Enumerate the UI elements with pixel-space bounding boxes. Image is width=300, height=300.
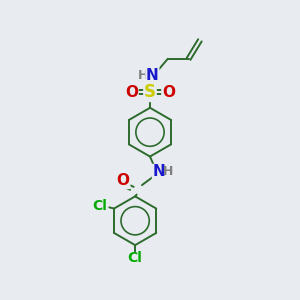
Text: Cl: Cl [128,251,142,266]
Text: H: H [138,69,148,82]
Text: S: S [144,83,156,101]
Text: O: O [162,85,175,100]
Text: H: H [163,166,174,178]
Text: O: O [125,85,138,100]
Text: N: N [146,68,159,82]
Text: N: N [152,164,165,179]
Text: O: O [117,173,130,188]
Text: Cl: Cl [92,199,107,213]
